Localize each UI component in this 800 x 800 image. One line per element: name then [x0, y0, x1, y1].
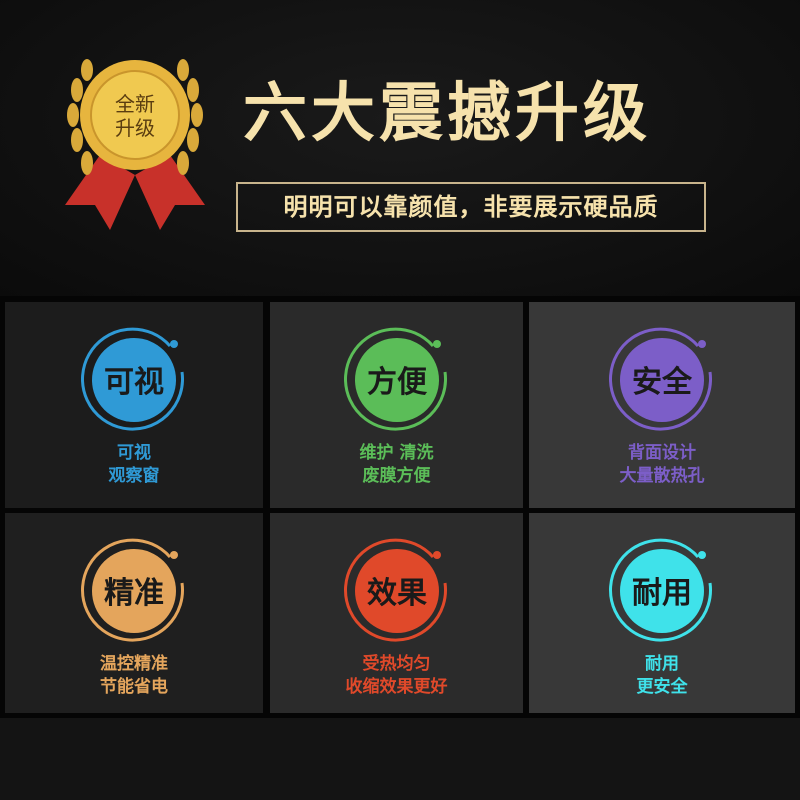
badge-text: 可视 — [104, 365, 164, 400]
feature-line1: 耐用 — [645, 654, 679, 674]
visible-badge-icon: 可视 — [81, 327, 184, 431]
feature-card-safe: 安全 背面设计大量散热孔 — [529, 302, 795, 508]
convenient-badge-icon: 方便 — [343, 327, 447, 431]
bottom-strip — [0, 718, 800, 800]
feature-line1: 可视 — [117, 443, 151, 463]
feature-line2: 废膜方便 — [362, 466, 431, 486]
upgrade-medal-icon: 全新 升级 — [65, 59, 205, 230]
precise-badge-icon: 精准 — [81, 538, 184, 642]
feature-line1: 温控精准 — [100, 654, 168, 674]
badge-text: 耐用 — [632, 576, 692, 611]
badge-text: 安全 — [632, 365, 693, 400]
effect-badge-icon: 效果 — [343, 538, 447, 642]
feature-card-convenient: 方便 维护 清洗废膜方便 — [270, 302, 523, 508]
feature-line2: 更安全 — [636, 677, 688, 697]
page-title: 六大震撼升级 — [243, 77, 651, 151]
feature-line2: 收缩效果更好 — [345, 677, 448, 697]
safe-badge-icon: 安全 — [609, 327, 712, 431]
feature-line1: 受热均匀 — [362, 654, 431, 674]
durable-badge-icon: 耐用 — [609, 538, 712, 642]
feature-line1: 背面设计 — [628, 443, 696, 463]
badge-text: 精准 — [104, 576, 164, 611]
feature-line2: 大量散热孔 — [619, 466, 705, 486]
page-subtitle: 明明可以靠颜值，非要展示硬品质 — [236, 182, 706, 232]
feature-card-durable: 耐用 耐用 更安全 — [529, 513, 795, 713]
badge-line2: 升级 — [115, 116, 155, 140]
badge-text: 方便 — [367, 365, 428, 400]
feature-card-precise: 精准 温控精准节能省电 — [5, 513, 263, 713]
badge-text: 效果 — [367, 576, 427, 611]
feature-card-effect: 效果 受热均匀收缩效果更好 — [270, 513, 523, 713]
feature-card-visible: 可视 可视 观察窗 — [5, 302, 263, 508]
feature-line1: 维护 清洗 — [359, 443, 434, 463]
badge-line1: 全新 — [115, 92, 155, 116]
feature-line2: 观察窗 — [108, 466, 160, 486]
header-banner: 全新 升级 六大震撼升级 明明可以靠颜值，非要展示硬品质 — [0, 0, 800, 296]
feature-line2: 节能省电 — [100, 677, 168, 697]
